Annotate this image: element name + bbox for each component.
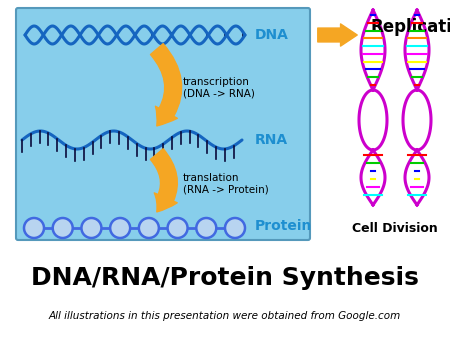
Circle shape <box>53 218 73 238</box>
Circle shape <box>225 218 245 238</box>
Text: All illustrations in this presentation were obtained from Google.com: All illustrations in this presentation w… <box>49 311 401 321</box>
FancyArrowPatch shape <box>318 24 357 46</box>
Text: translation
(RNA -> Protein): translation (RNA -> Protein) <box>183 173 269 195</box>
Circle shape <box>167 218 188 238</box>
Circle shape <box>24 218 44 238</box>
FancyBboxPatch shape <box>16 8 310 240</box>
FancyArrowPatch shape <box>150 44 182 126</box>
Circle shape <box>139 218 159 238</box>
Text: Protein: Protein <box>255 219 312 233</box>
FancyArrowPatch shape <box>150 149 177 212</box>
Text: Cell Division: Cell Division <box>352 221 438 235</box>
Text: transcription
(DNA -> RNA): transcription (DNA -> RNA) <box>183 77 255 98</box>
Text: RNA: RNA <box>255 133 288 147</box>
Circle shape <box>110 218 130 238</box>
Circle shape <box>81 218 101 238</box>
Text: Replication: Replication <box>370 18 450 36</box>
Text: DNA/RNA/Protein Synthesis: DNA/RNA/Protein Synthesis <box>31 266 419 290</box>
Text: DNA: DNA <box>255 28 289 42</box>
Circle shape <box>196 218 216 238</box>
